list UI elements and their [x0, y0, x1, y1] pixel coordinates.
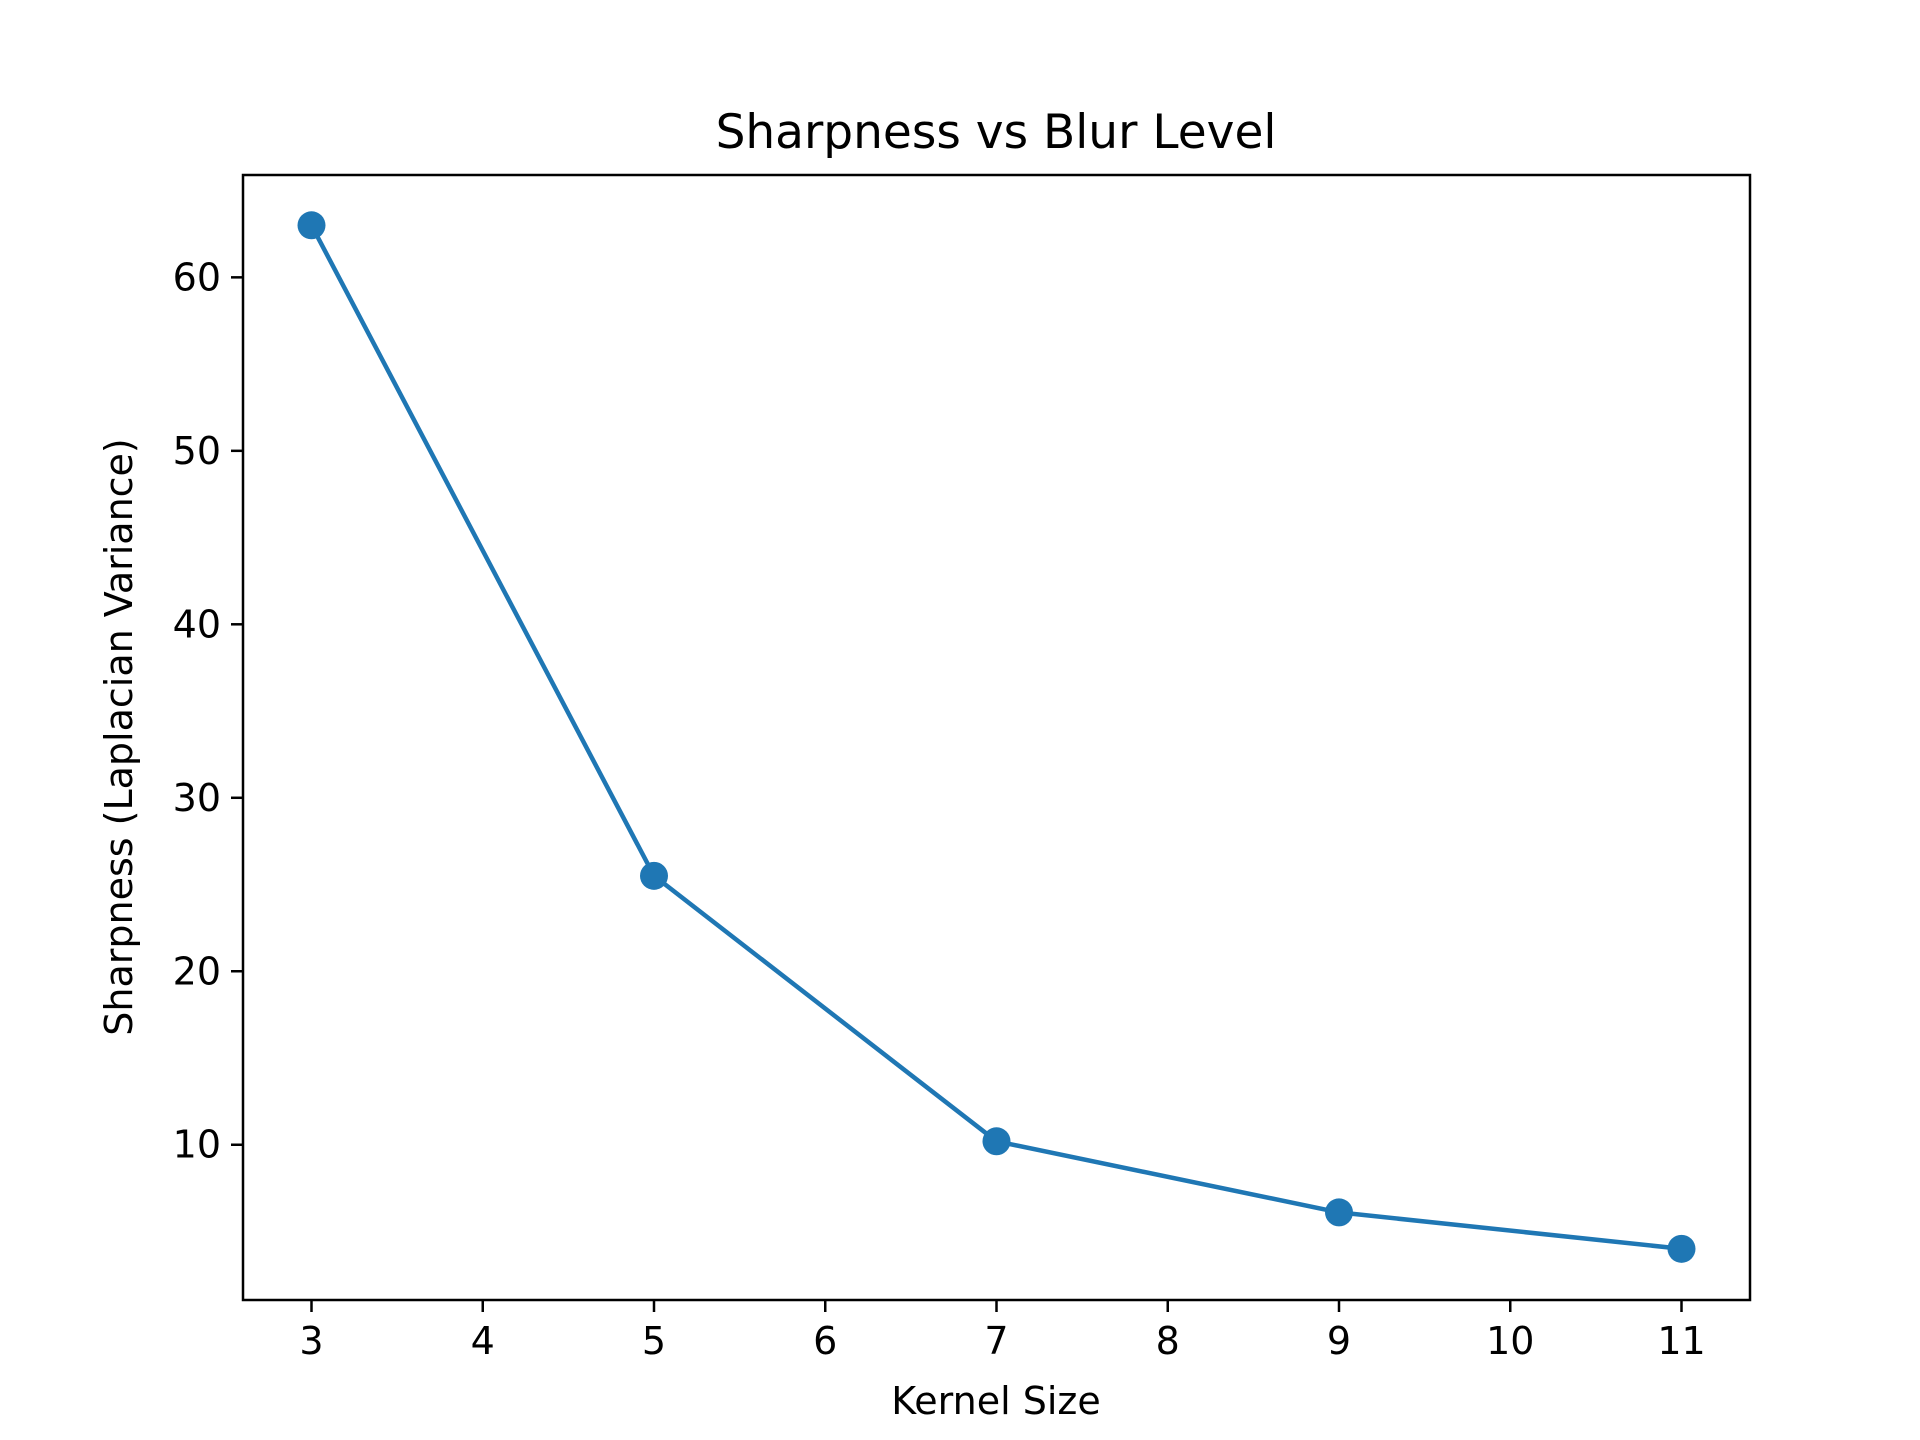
y-tick-label: 10 — [173, 1123, 221, 1167]
x-tick-label: 6 — [813, 1319, 837, 1363]
x-tick-label: 8 — [1156, 1319, 1180, 1363]
x-tick-label: 11 — [1657, 1319, 1705, 1363]
plot-area-frame — [241, 173, 1752, 1302]
x-axis-ticks: 3 4 5 6 7 8 9 10 11 — [299, 1300, 1706, 1363]
data-point — [640, 861, 668, 890]
x-axis-label: Kernel Size — [891, 1379, 1100, 1423]
chart-title: Sharpness vs Blur Level — [716, 105, 1277, 160]
y-tick-label: 50 — [173, 429, 221, 473]
y-axis-label: Sharpness (Laplacian Variance) — [97, 438, 141, 1036]
x-tick-label: 3 — [299, 1319, 323, 1363]
y-tick-label: 60 — [173, 255, 221, 299]
y-tick-label: 30 — [173, 776, 221, 820]
data-points — [297, 211, 1696, 1263]
data-point — [1325, 1198, 1353, 1227]
x-tick-label: 5 — [642, 1319, 666, 1363]
x-tick-label: 4 — [471, 1319, 495, 1363]
data-point — [297, 211, 326, 240]
y-tick-label: 40 — [173, 602, 221, 646]
x-tick-label: 7 — [984, 1319, 1008, 1363]
y-axis-ticks: 10 20 30 40 50 60 — [173, 255, 243, 1167]
y-tick-label: 20 — [173, 949, 221, 993]
x-tick-label: 9 — [1327, 1319, 1351, 1363]
x-tick-label: 10 — [1486, 1319, 1534, 1363]
data-point — [1667, 1234, 1696, 1263]
data-point — [982, 1127, 1011, 1156]
